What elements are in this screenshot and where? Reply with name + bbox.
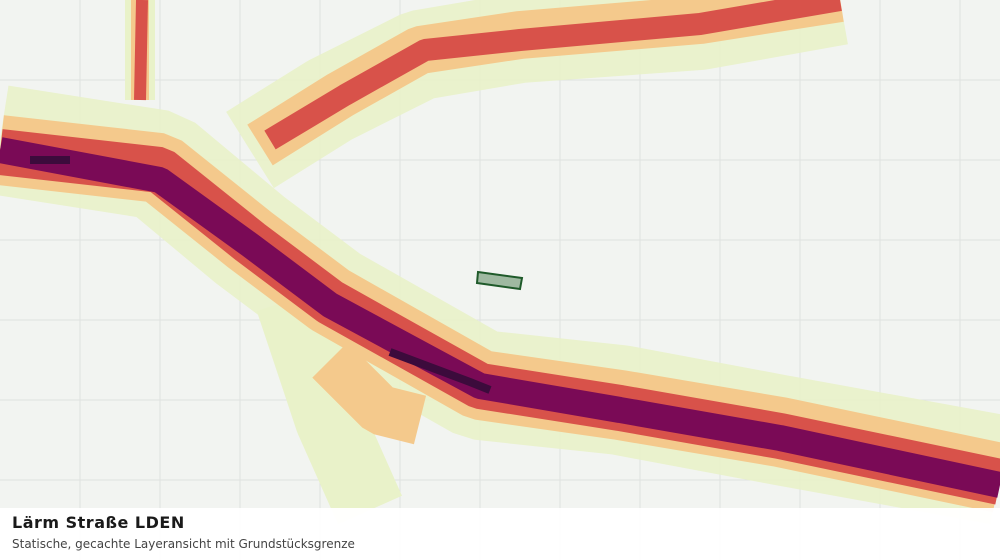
- caption-panel: Lärm Straße LDEN Statische, gecachte Lay…: [0, 508, 1000, 560]
- noise-band-main: [0, 85, 1000, 525]
- noise-band-upper: [125, 0, 848, 189]
- parcel-boundary: [475, 270, 524, 291]
- map-title: Lärm Straße LDEN: [12, 513, 185, 532]
- map-subtitle: Statische, gecachte Layeransicht mit Gru…: [12, 537, 355, 551]
